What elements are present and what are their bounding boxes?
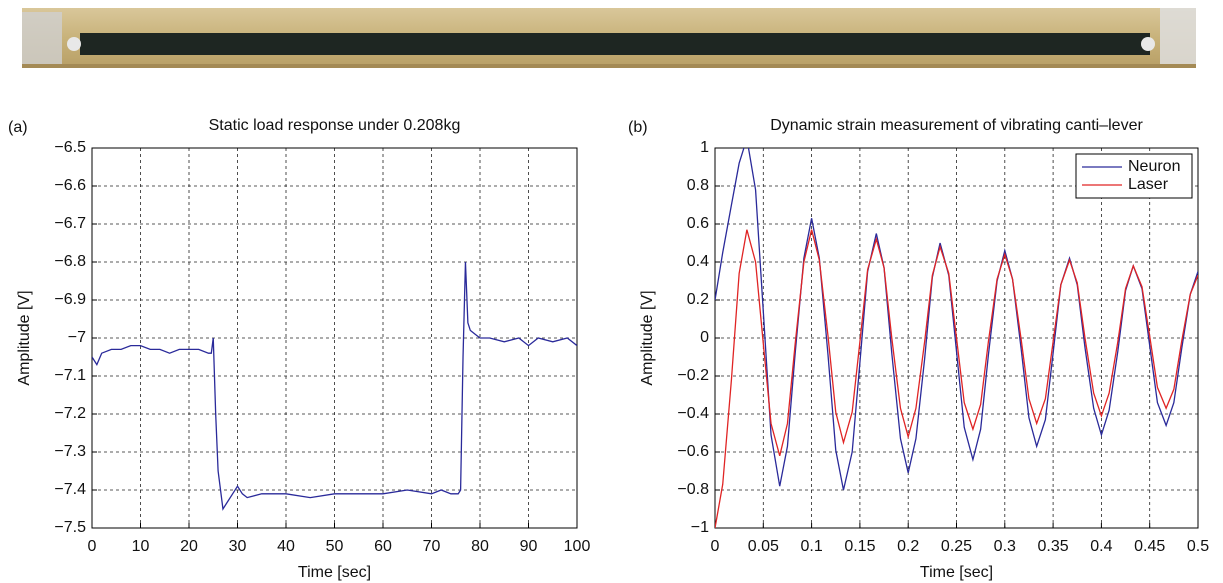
x-tick-label: 50: [326, 538, 344, 555]
x-tick-label: 20: [180, 538, 198, 555]
plot-frame: [91, 147, 578, 529]
x-tick-label: 30: [229, 538, 247, 555]
x-tick-label: 0.35: [1038, 538, 1069, 555]
y-tick-label: −7.4: [54, 481, 86, 498]
y-tick-label: 1: [700, 139, 709, 156]
y-tick-label: −7.2: [54, 405, 86, 422]
x-tick-label: 100: [564, 538, 591, 555]
y-tick-label: 0.2: [687, 291, 709, 308]
x-tick-label: 40: [277, 538, 295, 555]
x-tick-label: 90: [520, 538, 538, 555]
y-tick-label: 0.4: [687, 253, 709, 270]
x-tick-label: 0.2: [897, 538, 919, 555]
y-tick-label: 0.8: [687, 177, 709, 194]
data-line: [92, 261, 577, 511]
plot-frame: [714, 147, 1199, 529]
y-tick-label: −7.3: [54, 443, 86, 460]
y-tick-label: −6.9: [54, 291, 86, 308]
x-tick-label: 0.5: [1187, 538, 1209, 555]
panel-label: (b): [628, 119, 648, 136]
y-tick-label: 0.6: [687, 215, 709, 232]
x-tick-label: 10: [132, 538, 150, 555]
x-tick-label: 70: [423, 538, 441, 555]
y-tick-label: −6.7: [54, 215, 86, 232]
y-tick-label: −6.5: [54, 139, 86, 156]
legend-label: Laser: [1128, 176, 1169, 193]
x-tick-label: 0.45: [1134, 538, 1165, 555]
sensor-photo: [22, 8, 1196, 68]
y-tick-label: −0.8: [677, 481, 709, 498]
y-tick-label: −7: [68, 329, 86, 346]
x-tick-label: 0: [711, 538, 720, 555]
x-tick-label: 0.15: [844, 538, 875, 555]
legend-label: Neuron: [1128, 158, 1180, 175]
x-tick-label: 0.05: [748, 538, 779, 555]
y-tick-label: −7.5: [54, 519, 86, 536]
x-tick-label: 0.4: [1090, 538, 1112, 555]
x-axis-label: Time [sec]: [298, 564, 371, 581]
chart-title: Static load response under 0.208kg: [209, 117, 461, 134]
x-tick-label: 80: [471, 538, 489, 555]
x-tick-label: 0.1: [800, 538, 822, 555]
data-line: [715, 229, 1198, 528]
x-tick-label: 60: [374, 538, 392, 555]
y-axis-label: Amplitude [V]: [16, 290, 33, 385]
x-axis-label: Time [sec]: [920, 564, 993, 581]
y-tick-label: −6.8: [54, 253, 86, 270]
y-tick-label: −1: [691, 519, 709, 536]
y-tick-label: −6.6: [54, 177, 86, 194]
x-tick-label: 0: [88, 538, 97, 555]
x-tick-label: 0.25: [941, 538, 972, 555]
data-line: [715, 148, 1198, 491]
y-tick-label: −0.4: [677, 405, 709, 422]
y-axis-label: Amplitude [V]: [639, 290, 656, 385]
y-tick-label: 0: [700, 329, 709, 346]
chart-title: Dynamic strain measurement of vibrating …: [770, 117, 1143, 134]
y-tick-label: −0.2: [677, 367, 709, 384]
panel-label: (a): [8, 119, 28, 136]
x-tick-label: 0.3: [994, 538, 1016, 555]
y-tick-label: −7.1: [54, 367, 86, 384]
legend-box: [1075, 153, 1193, 199]
y-tick-label: −0.6: [677, 443, 709, 460]
